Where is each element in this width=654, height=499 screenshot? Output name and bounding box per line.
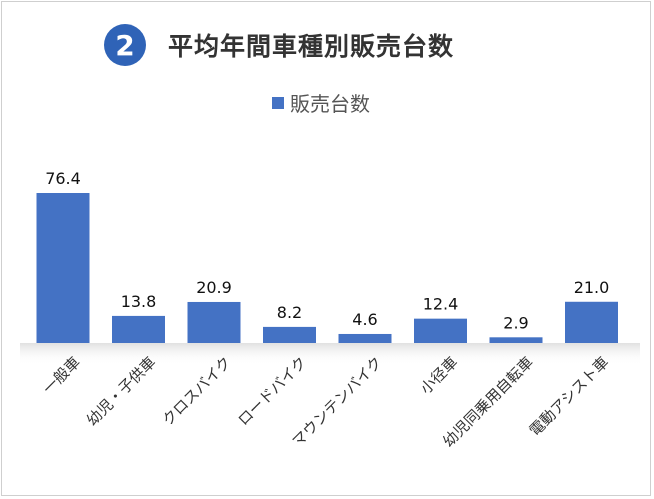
legend-label: 販売台数	[290, 92, 370, 116]
plot-floor-shadow	[20, 343, 640, 365]
value-label-2: 20.9	[196, 278, 232, 297]
value-label-6: 2.9	[503, 313, 528, 332]
value-label-1: 13.8	[121, 292, 157, 311]
number-badge: 2	[104, 24, 146, 66]
legend: 販売台数	[272, 88, 370, 117]
value-labels-layer: 76.4 13.8 20.9 8.2 4.6 12.4 2.9 21.0	[45, 169, 609, 332]
bar-1	[112, 315, 165, 343]
bars-layer	[36, 193, 618, 343]
bar-3	[263, 326, 316, 343]
bar-7	[565, 301, 618, 343]
category-label-7: 電動アシスト車	[526, 353, 613, 440]
value-label-5: 12.4	[423, 295, 459, 314]
value-label-4: 4.6	[352, 310, 377, 329]
chart-title-row: 2 平均年間車種別販売台数	[104, 22, 454, 68]
bar-4	[338, 333, 392, 343]
bar-2	[187, 301, 241, 343]
legend-swatch	[272, 96, 284, 109]
bar-5	[414, 318, 467, 343]
chart-title: 平均年間車種別販売台数	[168, 32, 455, 61]
value-label-7: 21.0	[574, 278, 610, 297]
bar-6	[489, 337, 543, 343]
value-label-0: 76.4	[45, 169, 81, 188]
bar-0	[36, 193, 90, 343]
value-label-3: 8.2	[277, 303, 302, 322]
